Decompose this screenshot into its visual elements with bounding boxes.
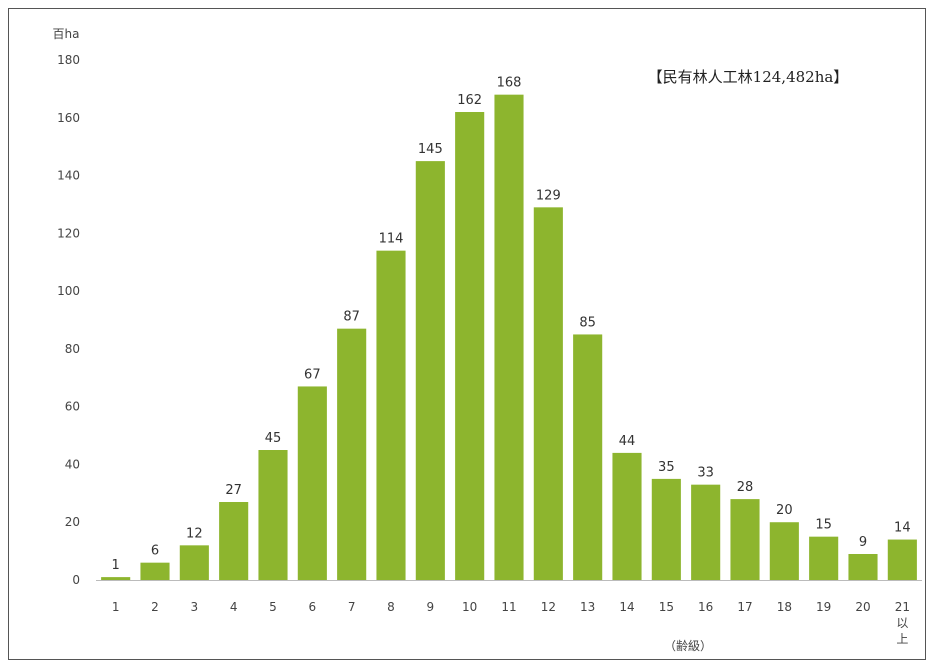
bar-1 xyxy=(101,577,131,580)
bar-18 xyxy=(769,522,799,580)
value-label-15: 35 xyxy=(658,460,675,475)
bars xyxy=(101,94,917,581)
y-tick-label: 120 xyxy=(57,226,80,240)
x-tick-label-15: 15 xyxy=(659,600,674,614)
value-label-7: 87 xyxy=(343,310,360,325)
value-label-4: 27 xyxy=(225,483,242,498)
x-tick-label-7: 7 xyxy=(348,600,356,614)
y-tick-label: 40 xyxy=(65,457,80,471)
bar-15 xyxy=(651,478,681,580)
x-tick-label-19: 19 xyxy=(816,600,831,614)
y-axis-unit: 百ha xyxy=(53,27,80,41)
y-tick-label: 0 xyxy=(72,573,80,587)
value-label-1: 1 xyxy=(112,558,120,573)
bar-6 xyxy=(297,386,327,580)
bar-20 xyxy=(848,554,878,580)
x-tick-label-20: 20 xyxy=(855,600,870,614)
bar-2 xyxy=(140,562,170,580)
x-tick-label-10: 10 xyxy=(462,600,477,614)
value-label-13: 85 xyxy=(579,315,596,330)
bar-8 xyxy=(376,250,406,580)
y-tick-label: 160 xyxy=(57,111,80,125)
value-labels: 1 6 12 27 45 67 87 114 145 162 168 129 85 44 35 33 28 20 1… xyxy=(112,76,911,573)
x-tick-label-17: 17 xyxy=(737,600,752,614)
value-label-9: 145 xyxy=(418,142,443,157)
y-tick-label: 140 xyxy=(57,169,80,183)
bar-12 xyxy=(533,207,563,581)
y-tick-label: 100 xyxy=(57,284,80,298)
x-tick-label-11: 11 xyxy=(501,600,516,614)
bar-7 xyxy=(337,328,367,580)
value-label-14: 44 xyxy=(619,434,636,449)
value-label-10: 162 xyxy=(457,93,482,108)
y-tick-label: 80 xyxy=(65,342,80,356)
x-tick-label-2: 2 xyxy=(151,600,159,614)
x-tick-label-21: 21 以上 xyxy=(895,600,910,646)
value-label-8: 114 xyxy=(379,232,404,247)
bar-19 xyxy=(809,536,839,580)
x-axis-title: （齢級） xyxy=(664,638,712,653)
bar-14 xyxy=(612,452,642,580)
x-tick-label-12: 12 xyxy=(541,600,556,614)
x-tick-label-8: 8 xyxy=(387,600,395,614)
value-label-3: 12 xyxy=(186,526,203,541)
x-tick-label-5: 5 xyxy=(269,600,277,614)
x-tick-label-4: 4 xyxy=(230,600,238,614)
value-label-20: 9 xyxy=(859,535,867,550)
value-label-12: 129 xyxy=(536,188,561,203)
value-label-11: 168 xyxy=(497,76,522,91)
chart-title: 【民有林人工林124,482ha】 xyxy=(648,68,849,86)
x-tick-label-9: 9 xyxy=(427,600,435,614)
bar-5 xyxy=(258,450,288,580)
y-tick-label: 180 xyxy=(57,53,80,67)
bar-11 xyxy=(494,94,524,581)
value-label-2: 6 xyxy=(151,544,159,559)
bar-17 xyxy=(730,499,760,580)
y-axis-ticks: 0 20 40 60 80 100 120 140 160 180 xyxy=(57,53,80,587)
x-tick-label-16: 16 xyxy=(698,600,713,614)
y-tick-label: 60 xyxy=(65,400,80,414)
bar-10 xyxy=(455,112,485,580)
value-label-6: 67 xyxy=(304,367,321,382)
x-tick-label-6: 6 xyxy=(309,600,317,614)
x-tick-label-3: 3 xyxy=(191,600,199,614)
value-label-19: 15 xyxy=(815,518,832,533)
x-tick-label-13: 13 xyxy=(580,600,595,614)
value-label-18: 20 xyxy=(776,503,793,518)
bar-3 xyxy=(179,545,209,580)
bar-4 xyxy=(219,502,249,580)
value-label-17: 28 xyxy=(737,480,754,495)
value-label-16: 33 xyxy=(697,466,714,481)
value-label-5: 45 xyxy=(265,431,282,446)
bar-21 xyxy=(887,539,917,580)
x-tick-label-1: 1 xyxy=(112,600,120,614)
bar-16 xyxy=(691,484,721,580)
x-tick-label-14: 14 xyxy=(619,600,634,614)
y-tick-label: 20 xyxy=(65,515,80,529)
value-label-21: 14 xyxy=(894,521,911,536)
x-axis-ticks: 1 2 3 4 5 6 7 8 9 10 11 12 13 14 15 16 17 18 19 20 21 以上 xyxy=(112,600,910,646)
x-tick-label-18: 18 xyxy=(777,600,792,614)
bar-13 xyxy=(573,334,603,580)
bar-9 xyxy=(415,161,445,580)
